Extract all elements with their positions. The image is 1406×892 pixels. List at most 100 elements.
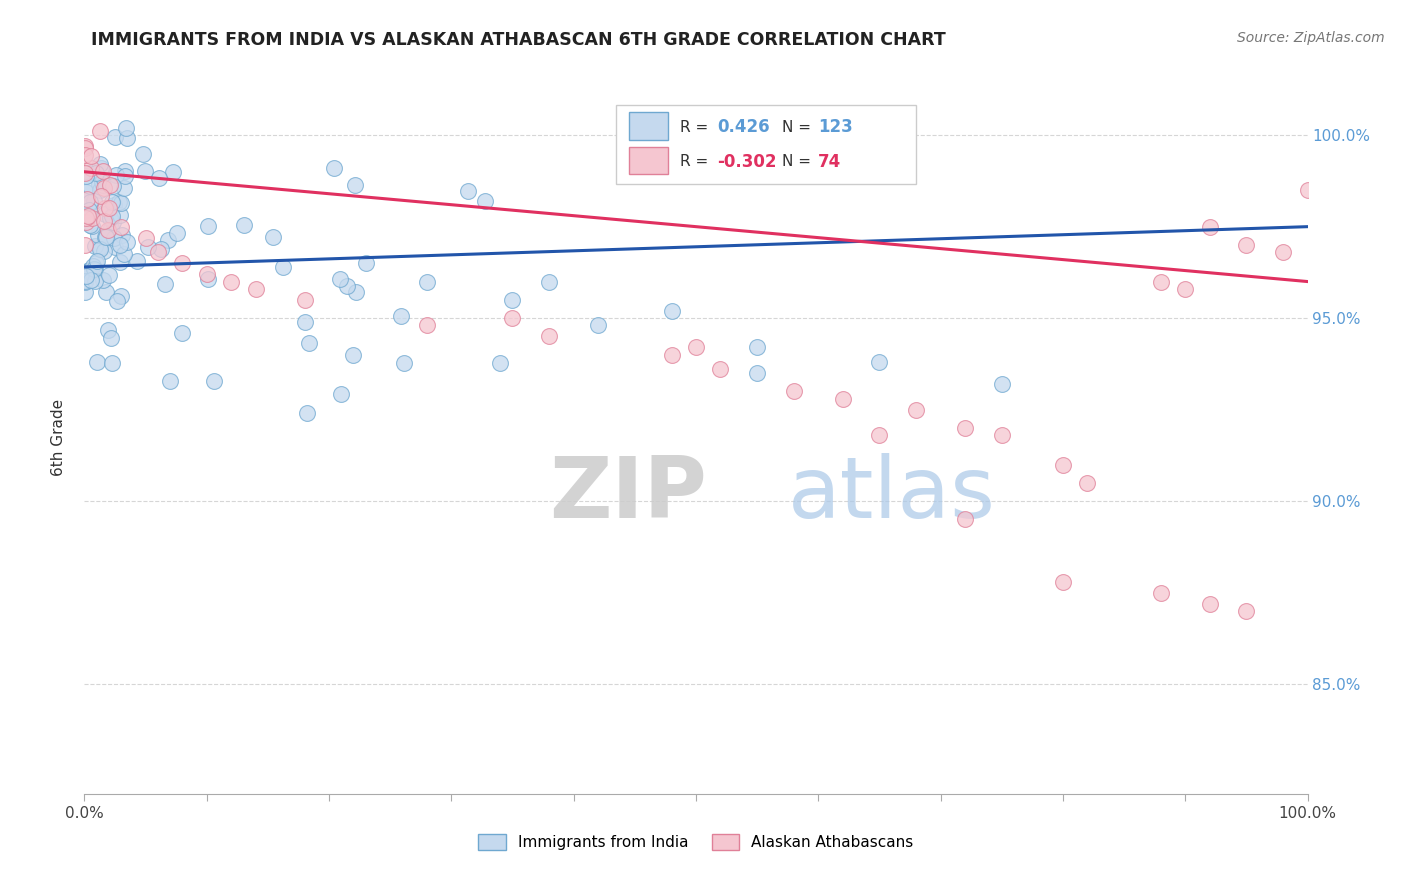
- Point: [153, 277, 176, 292]
- Point: [89, 124, 111, 138]
- Point: [89, 178, 111, 192]
- Point: [538, 275, 561, 289]
- Point: [195, 267, 218, 281]
- Point: [134, 164, 156, 178]
- Point: [73, 141, 96, 155]
- FancyBboxPatch shape: [628, 112, 668, 139]
- Point: [953, 512, 976, 526]
- Point: [1076, 475, 1098, 490]
- Point: [354, 256, 377, 270]
- Point: [90, 175, 112, 189]
- Point: [93, 214, 115, 228]
- Point: [87, 227, 110, 242]
- Point: [89, 243, 111, 257]
- Point: [115, 131, 138, 145]
- Point: [416, 275, 439, 289]
- Point: [75, 215, 97, 229]
- Point: [86, 355, 108, 369]
- Point: [245, 282, 267, 296]
- Point: [991, 377, 1014, 392]
- Point: [75, 237, 97, 252]
- Point: [83, 262, 105, 277]
- Point: [586, 318, 609, 333]
- Point: [1236, 238, 1258, 252]
- Point: [103, 178, 125, 193]
- Point: [75, 205, 97, 219]
- FancyBboxPatch shape: [616, 105, 917, 184]
- Point: [1150, 585, 1173, 599]
- Point: [112, 247, 135, 261]
- Point: [79, 203, 101, 218]
- Point: [96, 230, 118, 244]
- Point: [80, 148, 103, 162]
- Point: [115, 235, 138, 249]
- Point: [474, 194, 496, 209]
- Point: [73, 285, 96, 300]
- Point: [93, 244, 115, 259]
- Point: [294, 293, 316, 307]
- Point: [869, 428, 891, 442]
- Point: [262, 229, 284, 244]
- Point: [79, 195, 101, 210]
- Point: [93, 201, 115, 215]
- Point: [502, 311, 524, 326]
- Point: [98, 178, 121, 192]
- Point: [100, 220, 122, 235]
- Point: [114, 164, 136, 178]
- Point: [79, 219, 101, 233]
- Point: [344, 285, 367, 300]
- Point: [73, 275, 96, 289]
- Point: [91, 273, 114, 287]
- Point: [342, 348, 364, 362]
- Point: [831, 392, 853, 406]
- Point: [80, 161, 103, 176]
- Point: [132, 146, 155, 161]
- Point: [82, 211, 104, 226]
- Point: [89, 240, 111, 254]
- Point: [197, 219, 219, 233]
- Point: [90, 161, 112, 176]
- Point: [232, 218, 254, 232]
- Point: [75, 169, 97, 183]
- Point: [75, 268, 97, 283]
- Point: [661, 303, 683, 318]
- Text: R =: R =: [681, 120, 713, 135]
- Text: Source: ZipAtlas.com: Source: ZipAtlas.com: [1237, 31, 1385, 45]
- Point: [94, 229, 117, 244]
- Point: [114, 169, 136, 184]
- Point: [1198, 219, 1220, 234]
- Point: [125, 253, 148, 268]
- Point: [94, 229, 117, 244]
- Text: N =: N =: [782, 154, 815, 169]
- Point: [953, 421, 976, 435]
- Point: [83, 194, 105, 208]
- Point: [343, 178, 366, 192]
- Point: [101, 215, 124, 229]
- Point: [89, 157, 111, 171]
- Point: [101, 195, 124, 210]
- Point: [103, 231, 125, 245]
- Point: [159, 374, 181, 388]
- Point: [111, 228, 134, 243]
- Point: [105, 168, 128, 182]
- Point: [83, 238, 105, 252]
- Point: [162, 165, 184, 179]
- Point: [146, 245, 169, 260]
- Point: [75, 274, 97, 288]
- Point: [1052, 574, 1074, 589]
- Point: [489, 356, 512, 370]
- Point: [1236, 604, 1258, 618]
- Point: [747, 340, 769, 354]
- Point: [323, 161, 346, 175]
- Point: [100, 331, 122, 345]
- Point: [96, 285, 118, 300]
- Text: N =: N =: [782, 120, 815, 135]
- Point: [80, 273, 103, 287]
- Point: [991, 428, 1014, 442]
- Point: [172, 256, 194, 270]
- Point: [219, 275, 242, 289]
- Legend: Immigrants from India, Alaskan Athabascans: Immigrants from India, Alaskan Athabasca…: [471, 826, 921, 857]
- Point: [905, 402, 928, 417]
- Text: R =: R =: [681, 154, 713, 169]
- Point: [136, 240, 159, 254]
